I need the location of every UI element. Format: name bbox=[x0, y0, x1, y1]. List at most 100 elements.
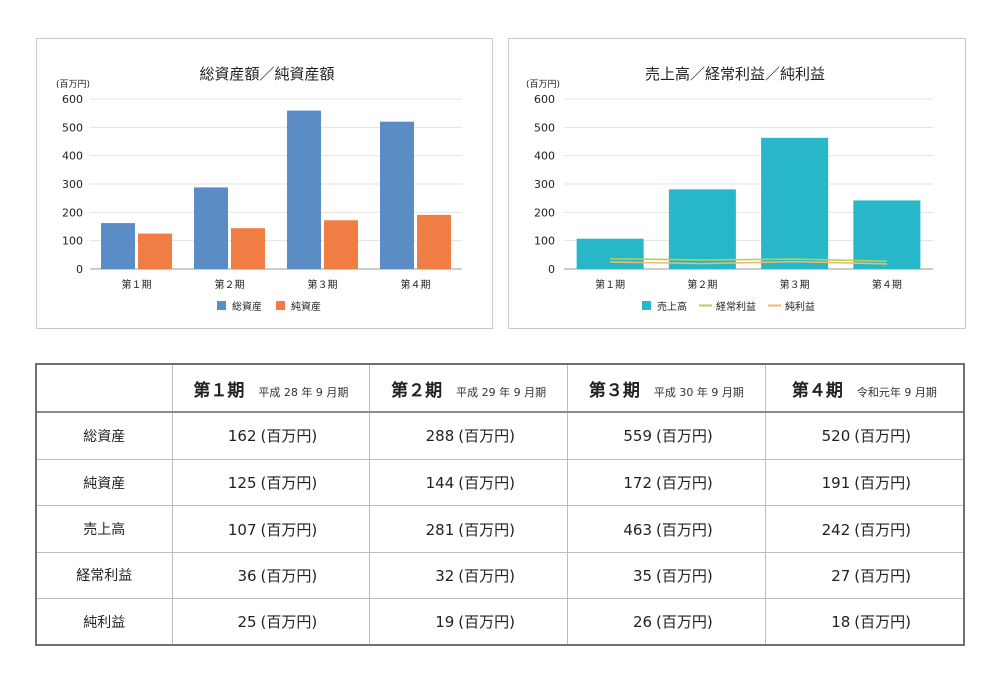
bar-2 bbox=[231, 228, 265, 269]
table-cell: 559 (百万円) bbox=[567, 411, 766, 460]
cell-value: 281 bbox=[425, 520, 455, 539]
table-row: 総資産 162 (百万円) 288 (百万円) 559 (百万円) 520 (百万円) bbox=[37, 411, 963, 460]
table-cell: 520 (百万円) bbox=[764, 411, 963, 460]
bar-2 bbox=[138, 233, 172, 269]
cell-unit: (百万円) bbox=[458, 566, 515, 585]
table-row-label: 純利益 bbox=[37, 598, 173, 644]
y-tick-label: 500 bbox=[534, 121, 555, 134]
cell-unit: (百万円) bbox=[854, 566, 911, 585]
cell-unit: (百万円) bbox=[656, 427, 713, 446]
period-label: 第３期 bbox=[588, 380, 640, 401]
chart-panel-assets: 総資産額／純資産額 (百万円) 0 100 200 300 400 500 600 第１期 第２期 第… bbox=[36, 38, 493, 329]
x-tick-label: 第３期 bbox=[780, 278, 810, 291]
legend-swatch bbox=[217, 301, 226, 310]
table-cell: 191 (百万円) bbox=[764, 458, 963, 507]
period-label: 第４期 bbox=[791, 380, 843, 401]
table-cell: 144 (百万円) bbox=[369, 458, 568, 507]
cell-unit: (百万円) bbox=[656, 613, 713, 632]
y-tick-label: 600 bbox=[62, 93, 83, 106]
y-tick-label: 100 bbox=[534, 235, 555, 248]
table-row-label: 総資産 bbox=[37, 411, 173, 460]
bar-1 bbox=[576, 238, 644, 269]
table-row: 純資産 125 (百万円) 144 (百万円) 172 (百万円) 191 (百万円) bbox=[37, 458, 963, 507]
cell-unit: (百万円) bbox=[260, 474, 318, 493]
cell-value: 35 bbox=[632, 566, 653, 585]
x-tick-label: 第１期 bbox=[595, 278, 625, 291]
table-cell: 172 (百万円) bbox=[567, 458, 766, 507]
legend-swatch bbox=[276, 301, 285, 310]
table-row: 売上高 107 (百万円) 281 (百万円) 463 (百万円) 242 (百万円) bbox=[37, 505, 963, 553]
chart-sales: 売上高／経常利益／純利益 (百万円) 0 100 200 300 400 500 600 第１期 第… bbox=[526, 65, 933, 313]
cell-unit: (百万円) bbox=[260, 427, 318, 446]
y-axis-unit-label: (百万円) bbox=[526, 79, 560, 90]
legend-label: 純資産 bbox=[291, 300, 321, 313]
cell-unit: (百万円) bbox=[260, 566, 318, 585]
period-date: 平成 29 年 9 月期 bbox=[456, 385, 547, 399]
table-header-row: 第１期 平成 28 年 9 月期 第２期 平成 29 年 9 月期 第３期 平成 30… bbox=[37, 365, 963, 413]
table-row-label: 経常利益 bbox=[37, 551, 173, 600]
cell-unit: (百万円) bbox=[458, 427, 515, 446]
y-tick-label: 200 bbox=[534, 206, 555, 219]
legend-swatch bbox=[642, 301, 651, 310]
table-row-label: 売上高 bbox=[37, 505, 173, 553]
table-cell: 125 (百万円) bbox=[171, 458, 371, 507]
legend-label: 売上高 bbox=[657, 300, 687, 313]
y-tick-label: 600 bbox=[534, 93, 555, 106]
table-header-period-3: 第３期 平成 30 年 9 月期 bbox=[567, 365, 766, 413]
table-cell: 27 (百万円) bbox=[764, 551, 963, 600]
cell-value: 162 bbox=[227, 427, 257, 446]
y-tick-label: 100 bbox=[62, 235, 83, 248]
bar-1 bbox=[101, 223, 135, 269]
cell-value: 26 bbox=[632, 613, 653, 632]
legend-label: 総資産 bbox=[232, 300, 262, 313]
table-row: 経常利益 36 (百万円) 32 (百万円) 35 (百万円) 27 (百万円) bbox=[37, 551, 963, 600]
table-header-blank bbox=[37, 365, 173, 413]
period-date: 令和元年 9 月期 bbox=[856, 385, 937, 399]
x-tick-label: 第４期 bbox=[872, 278, 902, 291]
x-tick-label: 第２期 bbox=[687, 278, 717, 291]
cell-unit: (百万円) bbox=[656, 566, 713, 585]
period-label: 第２期 bbox=[391, 380, 443, 401]
period-date: 平成 30 年 9 月期 bbox=[653, 385, 744, 399]
y-tick-label: 300 bbox=[62, 178, 83, 191]
chart-title: 総資産額／純資産額 bbox=[199, 65, 334, 83]
table-cell: 36 (百万円) bbox=[171, 551, 371, 600]
y-tick-label: 0 bbox=[76, 263, 83, 276]
cell-unit: (百万円) bbox=[854, 520, 911, 539]
cell-unit: (百万円) bbox=[854, 474, 911, 493]
bar-1 bbox=[761, 137, 829, 269]
table-cell: 18 (百万円) bbox=[764, 598, 963, 644]
table-cell: 35 (百万円) bbox=[567, 551, 766, 600]
table-cell: 288 (百万円) bbox=[369, 411, 568, 460]
cell-unit: (百万円) bbox=[656, 520, 713, 539]
bar-1 bbox=[287, 110, 321, 269]
cell-value: 25 bbox=[237, 613, 257, 632]
table-row-label: 純資産 bbox=[37, 458, 173, 507]
table-cell: 162 (百万円) bbox=[171, 411, 371, 460]
y-tick-label: 400 bbox=[534, 150, 555, 163]
y-axis-unit-label: (百万円) bbox=[56, 79, 90, 90]
table-cell: 281 (百万円) bbox=[369, 505, 568, 553]
table-cell: 26 (百万円) bbox=[567, 598, 766, 644]
cell-value: 191 bbox=[821, 474, 851, 493]
bar-1 bbox=[380, 121, 414, 270]
y-tick-label: 300 bbox=[534, 178, 555, 191]
table-cell: 32 (百万円) bbox=[369, 551, 568, 600]
table-cell: 463 (百万円) bbox=[567, 505, 766, 553]
table-header-period-1: 第１期 平成 28 年 9 月期 bbox=[171, 365, 371, 413]
cell-unit: (百万円) bbox=[458, 474, 515, 493]
bar-1 bbox=[194, 187, 228, 269]
x-tick-label: 第４期 bbox=[401, 278, 431, 291]
cell-value: 559 bbox=[623, 427, 653, 446]
x-tick-label: 第２期 bbox=[215, 278, 245, 291]
cell-value: 288 bbox=[425, 427, 455, 446]
table-header-period-2: 第２期 平成 29 年 9 月期 bbox=[369, 365, 568, 413]
series-line-1 bbox=[610, 258, 887, 263]
cell-value: 242 bbox=[821, 520, 851, 539]
legend-label: 純利益 bbox=[785, 300, 815, 313]
chart-title: 売上高／経常利益／純利益 bbox=[645, 65, 825, 83]
cell-unit: (百万円) bbox=[656, 474, 713, 493]
cell-value: 463 bbox=[623, 520, 653, 539]
cell-value: 18 bbox=[831, 613, 851, 632]
table-cell: 19 (百万円) bbox=[369, 598, 568, 644]
